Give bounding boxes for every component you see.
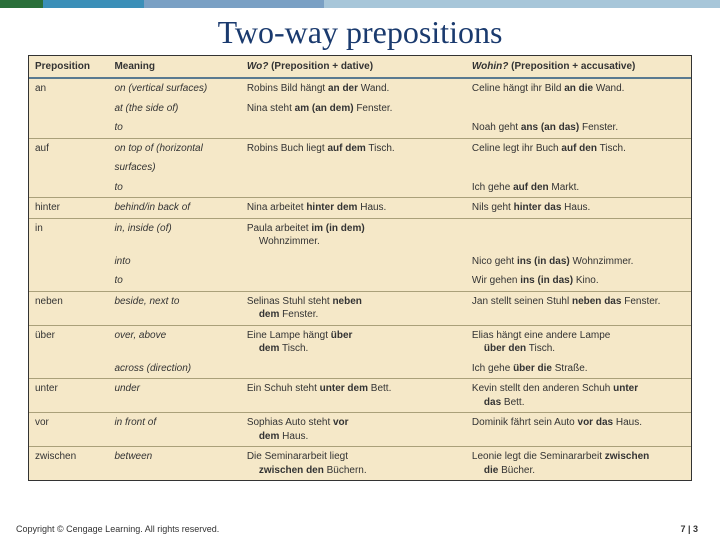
cell-wo: Nina steht am (an dem) Fenster.	[241, 99, 466, 119]
cell-wohin	[466, 99, 691, 119]
table-row: unterunderEin Schuh steht unter dem Bett…	[29, 379, 691, 413]
cell-wohin: Wir gehen ins (in das) Kino.	[466, 271, 691, 291]
table-row: into Nico geht ins (in das) Wohnzimmer.	[29, 252, 691, 272]
cell-wohin: Noah geht ans (an das) Fenster.	[466, 118, 691, 138]
cell-meaning: to	[108, 118, 240, 138]
cell-wohin: Ich gehe über die Straße.	[466, 359, 691, 379]
cell-meaning: over, above	[108, 325, 240, 359]
table-row: to Wir gehen ins (in das) Kino.	[29, 271, 691, 291]
col-wohin-italic: Wohin?	[472, 61, 508, 72]
cell-preposition	[29, 359, 108, 379]
cell-preposition	[29, 118, 108, 138]
table-row: vorin front ofSophias Auto steht vordem …	[29, 413, 691, 447]
cell-preposition	[29, 178, 108, 198]
cell-meaning: behind/in back of	[108, 198, 240, 219]
col-preposition: Preposition	[29, 56, 108, 78]
cell-wohin: Jan stellt seinen Stuhl neben das Fenste…	[466, 291, 691, 325]
cell-preposition: unter	[29, 379, 108, 413]
copyright-text: Copyright © Cengage Learning. All rights…	[16, 524, 219, 534]
table-row: to Ich gehe auf den Markt.	[29, 178, 691, 198]
table-row: anon (vertical surfaces)Robins Bild häng…	[29, 78, 691, 99]
table-row: aufon top of (horizontalRobins Buch lieg…	[29, 138, 691, 158]
cell-wo: Paula arbeitet im (in dem)Wohnzimmer.	[241, 218, 466, 252]
col-wo: Wo? (Preposition + dative)	[241, 56, 466, 78]
prepositions-table: Preposition Meaning Wo? (Preposition + d…	[29, 56, 691, 480]
col-wohin: Wohin? (Preposition + accusative)	[466, 56, 691, 78]
cell-wohin: Nils geht hinter das Haus.	[466, 198, 691, 219]
top-decoration-strip	[0, 0, 720, 8]
cell-preposition: zwischen	[29, 447, 108, 481]
cell-wohin: Celine legt ihr Buch auf den Tisch.	[466, 138, 691, 158]
cell-preposition: an	[29, 78, 108, 99]
cell-preposition	[29, 99, 108, 119]
cell-preposition	[29, 271, 108, 291]
cell-preposition: auf	[29, 138, 108, 158]
cell-wo: Robins Buch liegt auf dem Tisch.	[241, 138, 466, 158]
cell-preposition	[29, 158, 108, 178]
cell-wo: Nina arbeitet hinter dem Haus.	[241, 198, 466, 219]
table-row: across (direction) Ich gehe über die Stra…	[29, 359, 691, 379]
cell-wohin: Dominik fährt sein Auto vor das Haus.	[466, 413, 691, 447]
cell-preposition: neben	[29, 291, 108, 325]
cell-meaning: in, inside (of)	[108, 218, 240, 252]
prepositions-table-wrap: Preposition Meaning Wo? (Preposition + d…	[28, 55, 692, 481]
cell-meaning: on top of (horizontal	[108, 138, 240, 158]
table-row: überover, aboveEine Lampe hängt überdem …	[29, 325, 691, 359]
cell-wo: Eine Lampe hängt überdem Tisch.	[241, 325, 466, 359]
table-row: zwischenbetweenDie Seminararbeit liegtzw…	[29, 447, 691, 481]
cell-wohin: Celine hängt ihr Bild an die Wand.	[466, 78, 691, 99]
cell-preposition: in	[29, 218, 108, 252]
page-title: Two-way prepositions	[0, 8, 720, 55]
cell-wo	[241, 271, 466, 291]
cell-wohin: Nico geht ins (in das) Wohnzimmer.	[466, 252, 691, 272]
page-number: 7 | 3	[680, 524, 698, 534]
footer: Copyright © Cengage Learning. All rights…	[16, 524, 698, 534]
table-row: surfaces)	[29, 158, 691, 178]
cell-wo	[241, 118, 466, 138]
table-body: anon (vertical surfaces)Robins Bild häng…	[29, 78, 691, 480]
col-wo-rest: (Preposition + dative)	[268, 61, 373, 72]
col-wohin-rest: (Preposition + accusative)	[508, 61, 635, 72]
table-row: hinterbehind/in back ofNina arbeitet hin…	[29, 198, 691, 219]
cell-meaning: under	[108, 379, 240, 413]
cell-preposition: hinter	[29, 198, 108, 219]
cell-meaning: between	[108, 447, 240, 481]
cell-preposition: vor	[29, 413, 108, 447]
cell-wohin: Ich gehe auf den Markt.	[466, 178, 691, 198]
cell-meaning: to	[108, 271, 240, 291]
cell-wohin	[466, 218, 691, 252]
table-row: nebenbeside, next toSelinas Stuhl steht …	[29, 291, 691, 325]
table-row: inin, inside (of)Paula arbeitet im (in d…	[29, 218, 691, 252]
cell-meaning: at (the side of)	[108, 99, 240, 119]
cell-meaning: on (vertical surfaces)	[108, 78, 240, 99]
cell-meaning: in front of	[108, 413, 240, 447]
cell-wo: Sophias Auto steht vordem Haus.	[241, 413, 466, 447]
cell-preposition	[29, 252, 108, 272]
cell-meaning: beside, next to	[108, 291, 240, 325]
cell-wo	[241, 359, 466, 379]
cell-meaning: to	[108, 178, 240, 198]
table-row: at (the side of)Nina steht am (an dem) F…	[29, 99, 691, 119]
cell-meaning: across (direction)	[108, 359, 240, 379]
table-header-row: Preposition Meaning Wo? (Preposition + d…	[29, 56, 691, 78]
col-meaning: Meaning	[108, 56, 240, 78]
cell-preposition: über	[29, 325, 108, 359]
table-row: to Noah geht ans (an das) Fenster.	[29, 118, 691, 138]
cell-wo: Robins Bild hängt an der Wand.	[241, 78, 466, 99]
col-wo-italic: Wo?	[247, 61, 268, 72]
cell-wohin	[466, 158, 691, 178]
cell-wo	[241, 178, 466, 198]
cell-wohin: Kevin stellt den anderen Schuh unterdas …	[466, 379, 691, 413]
cell-wo	[241, 252, 466, 272]
cell-wo: Ein Schuh steht unter dem Bett.	[241, 379, 466, 413]
cell-wohin: Elias hängt eine andere Lampeüber den Ti…	[466, 325, 691, 359]
cell-meaning: surfaces)	[108, 158, 240, 178]
cell-wohin: Leonie legt die Seminararbeit zwischendi…	[466, 447, 691, 481]
cell-wo: Selinas Stuhl steht nebendem Fenster.	[241, 291, 466, 325]
cell-wo	[241, 158, 466, 178]
cell-wo: Die Seminararbeit liegtzwischen den Büch…	[241, 447, 466, 481]
cell-meaning: into	[108, 252, 240, 272]
